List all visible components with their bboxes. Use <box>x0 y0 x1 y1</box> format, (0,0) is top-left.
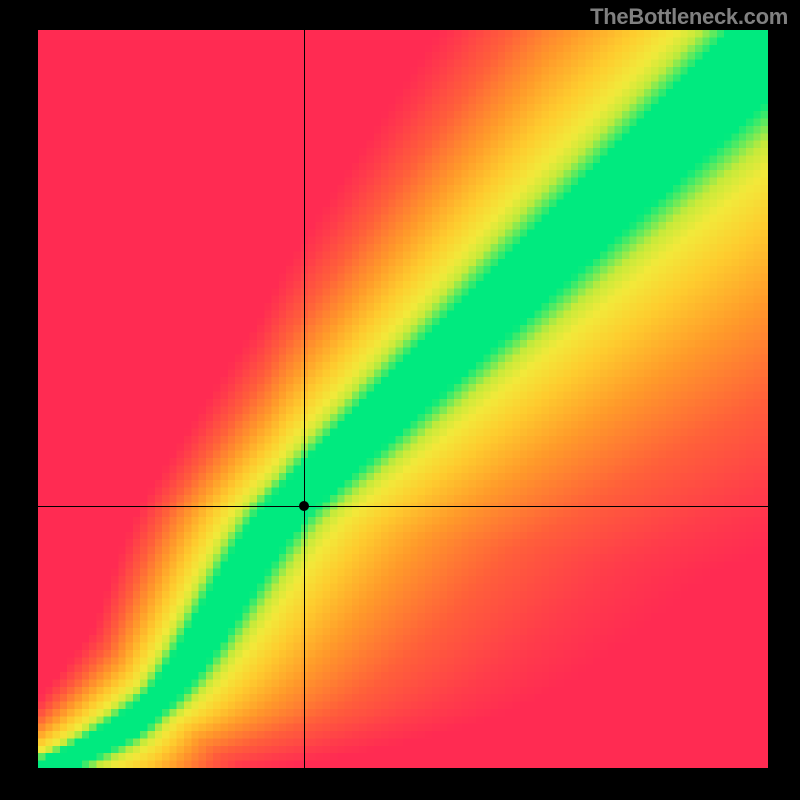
crosshair-horizontal <box>38 506 768 507</box>
watermark-text: TheBottleneck.com <box>590 4 788 30</box>
crosshair-marker-dot <box>299 501 309 511</box>
bottleneck-heatmap <box>38 30 768 768</box>
crosshair-vertical <box>304 30 305 768</box>
plot-area <box>38 30 768 768</box>
chart-container: TheBottleneck.com <box>0 0 800 800</box>
